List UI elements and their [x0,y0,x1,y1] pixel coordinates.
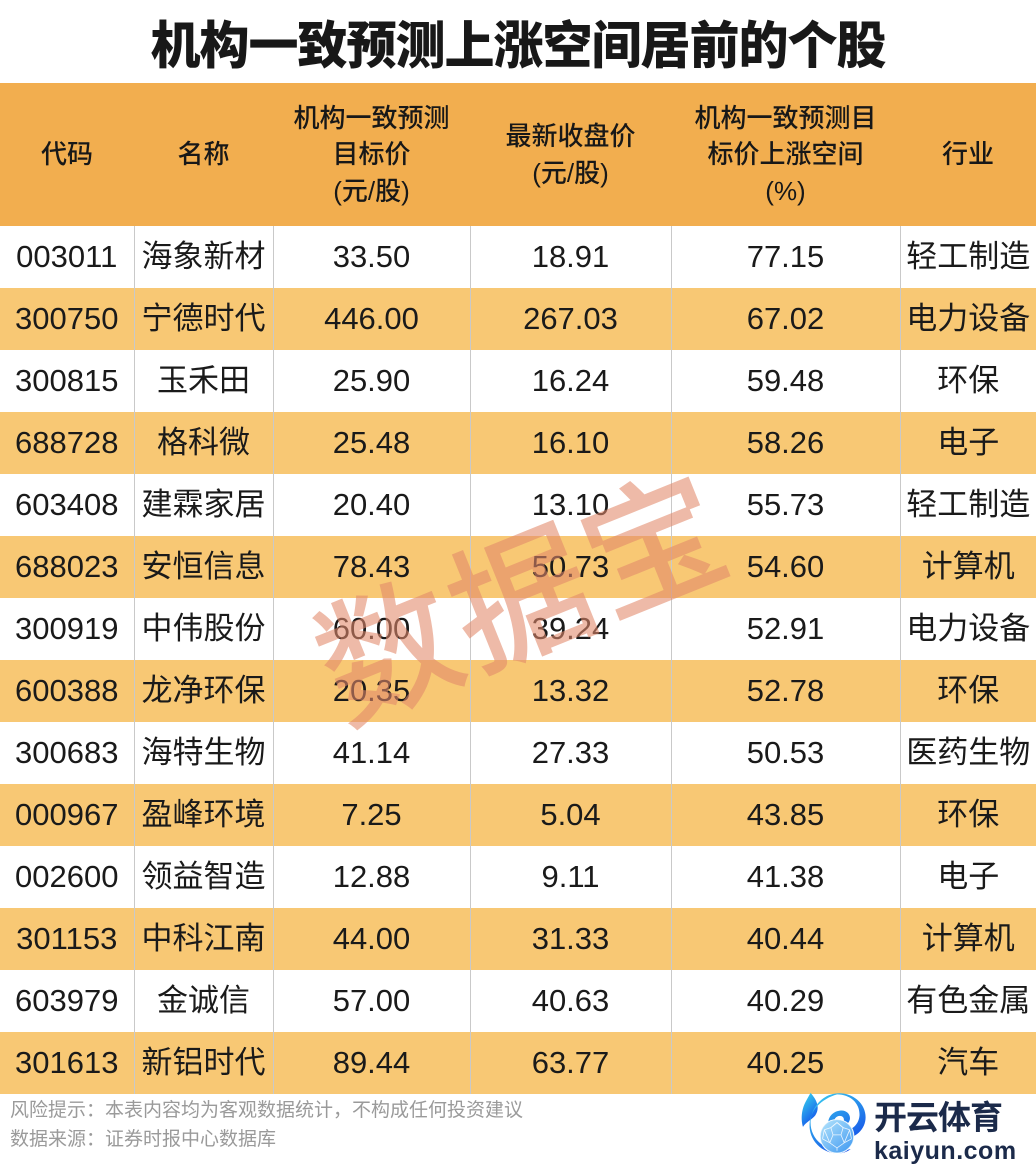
svg-text:kaiyun.com: kaiyun.com [874,1137,1017,1165]
svg-text:开云体育: 开云体育 [874,1091,1002,1139]
